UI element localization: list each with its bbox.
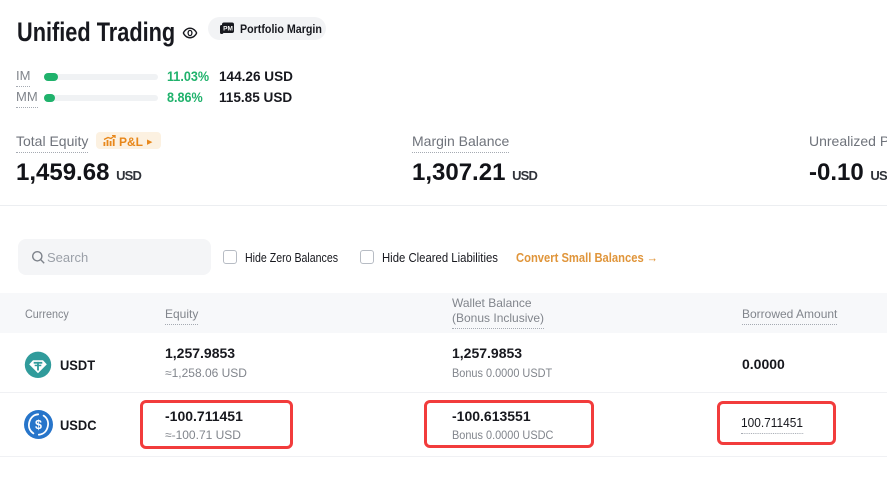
svg-text:PM: PM (223, 26, 233, 33)
svg-text:$: $ (35, 418, 42, 432)
